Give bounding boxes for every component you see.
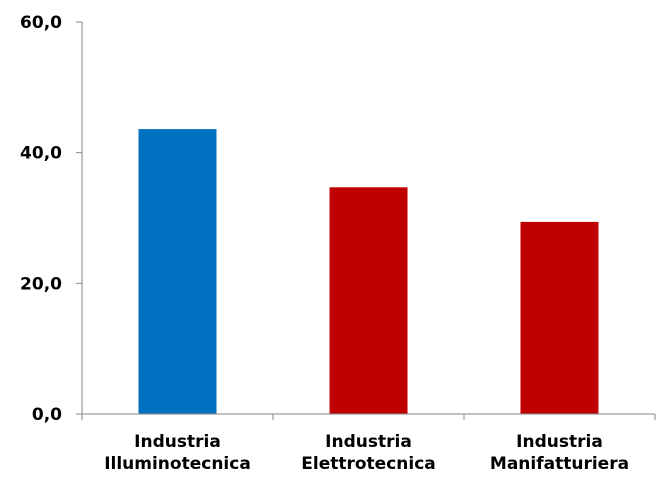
y-tick-label: 60,0	[20, 13, 62, 33]
axes-layer	[76, 21, 656, 420]
bars-layer	[138, 129, 599, 414]
x-category-label-line: Industria	[134, 432, 221, 452]
x-category-label-line: Industria	[516, 432, 603, 452]
x-category-label-line: Elettrotecnica	[301, 454, 436, 474]
bar-1	[329, 187, 408, 414]
y-tick-label: 40,0	[20, 144, 62, 164]
x-category-label-line: Industria	[325, 432, 412, 452]
x-category-label: Industria Manifatturiera	[490, 432, 629, 474]
y-tick-label: 0,0	[32, 405, 62, 425]
bar-0	[138, 129, 217, 414]
y-tick-label: 20,0	[20, 274, 62, 294]
x-category-label: Industria Illuminotecnica	[104, 432, 251, 474]
bar-2	[520, 221, 599, 414]
x-category-label-line: Manifatturiera	[490, 454, 629, 474]
x-category-label-line: Illuminotecnica	[104, 454, 251, 474]
x-category-label: Industria Elettrotecnica	[301, 432, 436, 474]
